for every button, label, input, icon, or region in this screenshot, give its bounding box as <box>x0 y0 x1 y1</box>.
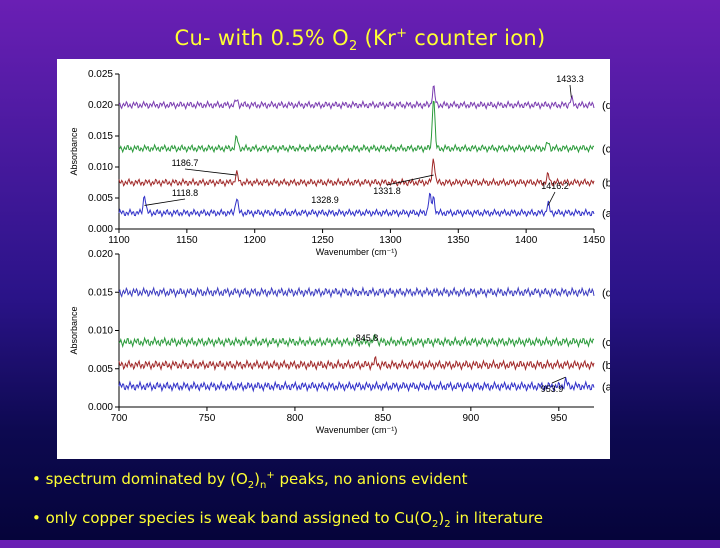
series-label: (b) <box>602 178 610 190</box>
peak-annotation: 1331.8 <box>373 186 401 196</box>
x-tick-label: 850 <box>375 413 392 424</box>
x-tick-label: 1450 <box>583 235 606 246</box>
peak-annotation: 1328.9 <box>311 195 339 205</box>
annotation-arrow <box>547 191 556 206</box>
peak-annotation: 1118.8 <box>172 188 198 198</box>
y-tick-label: 0.015 <box>88 131 113 142</box>
x-tick-label: 1250 <box>311 235 334 246</box>
annotation-arrow <box>386 174 434 186</box>
bullet-item-1: • spectrum dominated by (O2)n+ peaks, no… <box>32 470 468 491</box>
spectrum-line-c <box>118 100 595 154</box>
y-tick-label: 0.000 <box>88 224 113 235</box>
annotation-arrow <box>551 376 566 384</box>
annotation-arrow <box>184 168 237 176</box>
y-tick-label: 0.025 <box>88 69 113 80</box>
series-label: (d) <box>602 100 610 112</box>
peak-annotation: 953.9 <box>541 384 564 394</box>
x-tick-label: 950 <box>550 413 567 424</box>
annotation-arrow <box>144 198 186 206</box>
annotation-arrow <box>569 84 572 98</box>
peak-annotation: 1416.2 <box>541 181 569 191</box>
x-tick-label: 1200 <box>244 235 267 246</box>
series-label: (c) <box>602 143 610 155</box>
y-axis-label: Absorbance <box>69 306 79 354</box>
peak-annotation: 845.8 <box>356 333 379 343</box>
y-tick-label: 0.005 <box>88 364 113 375</box>
x-tick-label: 1350 <box>447 235 470 246</box>
series-label: (a) <box>602 381 610 393</box>
x-axis-label: Wavenumber (cm⁻¹) <box>316 425 397 435</box>
series-label: (c) <box>602 337 610 349</box>
spectrum-line-a <box>118 192 595 218</box>
series-label: (d) <box>602 287 610 299</box>
y-tick-label: 0.020 <box>88 249 113 260</box>
peak-annotation: 1433.3 <box>556 74 584 84</box>
x-tick-label: 1100 <box>108 235 130 246</box>
x-tick-label: 1150 <box>176 235 198 246</box>
y-tick-label: 0.010 <box>88 326 113 337</box>
spectrum-line-b <box>118 158 595 188</box>
y-axis-label: Absorbance <box>69 127 79 175</box>
y-tick-label: 0.015 <box>88 287 113 298</box>
slide-title: Cu- with 0.5% O2 (Kr+ counter ion) <box>174 26 546 55</box>
peak-annotation: 1186.7 <box>172 158 199 168</box>
x-tick-label: 900 <box>463 413 480 424</box>
x-tick-label: 1300 <box>379 235 402 246</box>
bullet-list: • spectrum dominated by (O2)n+ peaks, no… <box>32 470 702 548</box>
y-tick-label: 0.000 <box>88 402 113 413</box>
spectra-chart-svg: 1100 1150 1200 1250 1300 1350 1400 1450 0.000 0.0… <box>69 69 610 435</box>
x-tick-label: 700 <box>111 413 128 424</box>
spectrum-line-d <box>118 85 595 111</box>
spectrum-line-c <box>118 333 595 349</box>
spectrum-line-a <box>118 377 595 393</box>
spectrum-line-d <box>118 285 595 299</box>
y-tick-label: 0.005 <box>88 193 113 204</box>
x-tick-label: 750 <box>199 413 216 424</box>
series-label: (b) <box>602 360 610 372</box>
x-tick-label: 1400 <box>515 235 538 246</box>
x-axis-label: Wavenumber (cm⁻¹) <box>316 247 397 257</box>
series-label: (a) <box>602 208 610 220</box>
bullet-item-2: • only copper species is weak band assig… <box>32 509 544 530</box>
spectrum-line-b <box>118 355 595 372</box>
y-tick-label: 0.010 <box>88 162 113 173</box>
x-tick-label: 800 <box>287 413 304 424</box>
y-tick-label: 0.020 <box>88 100 113 111</box>
spectra-figure: 1100 1150 1200 1250 1300 1350 1400 1450 0.000 0.0… <box>57 59 610 459</box>
